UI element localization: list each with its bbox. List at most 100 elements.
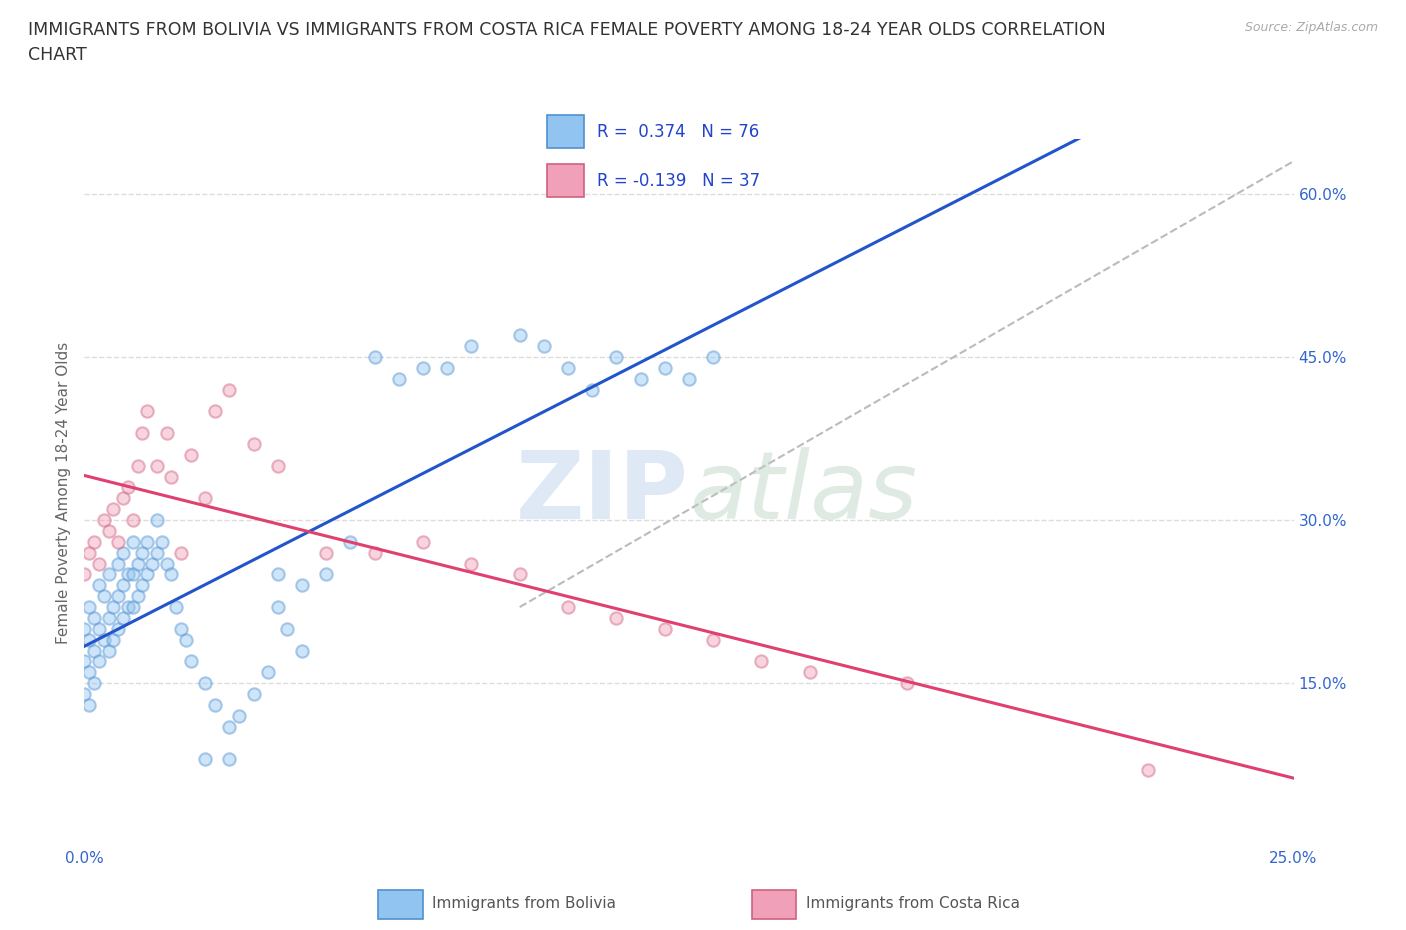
Point bbox=[228, 709, 250, 724]
Point bbox=[174, 632, 197, 647]
Point bbox=[136, 535, 159, 550]
Point bbox=[87, 654, 110, 669]
Point bbox=[388, 371, 411, 386]
Y-axis label: Female Poverty Among 18-24 Year Olds: Female Poverty Among 18-24 Year Olds bbox=[56, 342, 72, 644]
Point bbox=[146, 458, 169, 473]
Point bbox=[751, 654, 773, 669]
Point bbox=[180, 447, 202, 462]
Text: R =  0.374   N = 76: R = 0.374 N = 76 bbox=[598, 123, 759, 140]
Point bbox=[103, 502, 125, 517]
Point bbox=[557, 600, 579, 615]
Point bbox=[509, 327, 531, 342]
Point bbox=[194, 751, 217, 766]
Bar bbox=[378, 890, 422, 919]
Point bbox=[605, 610, 627, 625]
Point bbox=[180, 654, 202, 669]
Point bbox=[204, 404, 226, 418]
Point bbox=[131, 578, 153, 592]
Point bbox=[127, 589, 149, 604]
Point bbox=[103, 600, 125, 615]
Point bbox=[605, 350, 627, 365]
Point bbox=[702, 632, 724, 647]
Point bbox=[127, 556, 149, 571]
Text: Immigrants from Costa Rica: Immigrants from Costa Rica bbox=[806, 897, 1021, 911]
Point bbox=[509, 567, 531, 582]
Point bbox=[315, 545, 337, 560]
Point bbox=[218, 382, 240, 397]
Point bbox=[141, 556, 163, 571]
Point bbox=[654, 361, 676, 376]
Text: CHART: CHART bbox=[28, 46, 87, 64]
Point bbox=[136, 567, 159, 582]
Point bbox=[93, 589, 115, 604]
Point bbox=[73, 686, 96, 701]
Point bbox=[87, 621, 110, 636]
Point bbox=[557, 361, 579, 376]
Point bbox=[121, 600, 143, 615]
Point bbox=[112, 578, 135, 592]
Point bbox=[276, 621, 298, 636]
Point bbox=[73, 621, 96, 636]
Point bbox=[117, 480, 139, 495]
Point bbox=[218, 751, 240, 766]
Point bbox=[73, 567, 96, 582]
Bar bbox=[547, 115, 583, 148]
Point bbox=[155, 556, 177, 571]
Point bbox=[242, 686, 264, 701]
Point bbox=[165, 600, 187, 615]
Point bbox=[73, 654, 96, 669]
Point bbox=[121, 512, 143, 527]
Point bbox=[136, 404, 159, 418]
Point bbox=[702, 350, 724, 365]
Point bbox=[131, 545, 153, 560]
Point bbox=[155, 426, 177, 441]
Bar bbox=[547, 165, 583, 197]
Point bbox=[77, 545, 100, 560]
Point bbox=[107, 589, 129, 604]
Point bbox=[97, 644, 120, 658]
Point bbox=[77, 600, 100, 615]
Point bbox=[533, 339, 555, 353]
Point bbox=[291, 644, 314, 658]
Text: Immigrants from Bolivia: Immigrants from Bolivia bbox=[433, 897, 616, 911]
Point bbox=[87, 556, 110, 571]
Bar bbox=[752, 890, 796, 919]
Point bbox=[112, 491, 135, 506]
Point bbox=[146, 545, 169, 560]
Point bbox=[218, 719, 240, 734]
Point bbox=[170, 621, 193, 636]
Point bbox=[267, 458, 290, 473]
Point bbox=[127, 458, 149, 473]
Point bbox=[257, 665, 280, 680]
Point bbox=[83, 676, 105, 691]
Point bbox=[83, 644, 105, 658]
Point bbox=[194, 676, 217, 691]
Point bbox=[77, 698, 100, 712]
Point bbox=[267, 567, 290, 582]
Point bbox=[363, 545, 385, 560]
Point bbox=[97, 567, 120, 582]
Point bbox=[291, 578, 314, 592]
Point bbox=[267, 600, 290, 615]
Point bbox=[112, 610, 135, 625]
Text: ZIP: ZIP bbox=[516, 447, 689, 538]
Point bbox=[460, 556, 482, 571]
Point bbox=[117, 600, 139, 615]
Point bbox=[107, 621, 129, 636]
Text: Source: ZipAtlas.com: Source: ZipAtlas.com bbox=[1244, 21, 1378, 34]
Point bbox=[460, 339, 482, 353]
Point bbox=[93, 512, 115, 527]
Point bbox=[170, 545, 193, 560]
Text: R = -0.139   N = 37: R = -0.139 N = 37 bbox=[598, 172, 761, 190]
Point bbox=[107, 535, 129, 550]
Point bbox=[107, 556, 129, 571]
Point bbox=[150, 535, 173, 550]
Point bbox=[121, 567, 143, 582]
Point bbox=[204, 698, 226, 712]
Point bbox=[112, 545, 135, 560]
Point bbox=[121, 535, 143, 550]
Point bbox=[412, 361, 434, 376]
Text: atlas: atlas bbox=[689, 447, 917, 538]
Point bbox=[315, 567, 337, 582]
Point bbox=[97, 524, 120, 538]
